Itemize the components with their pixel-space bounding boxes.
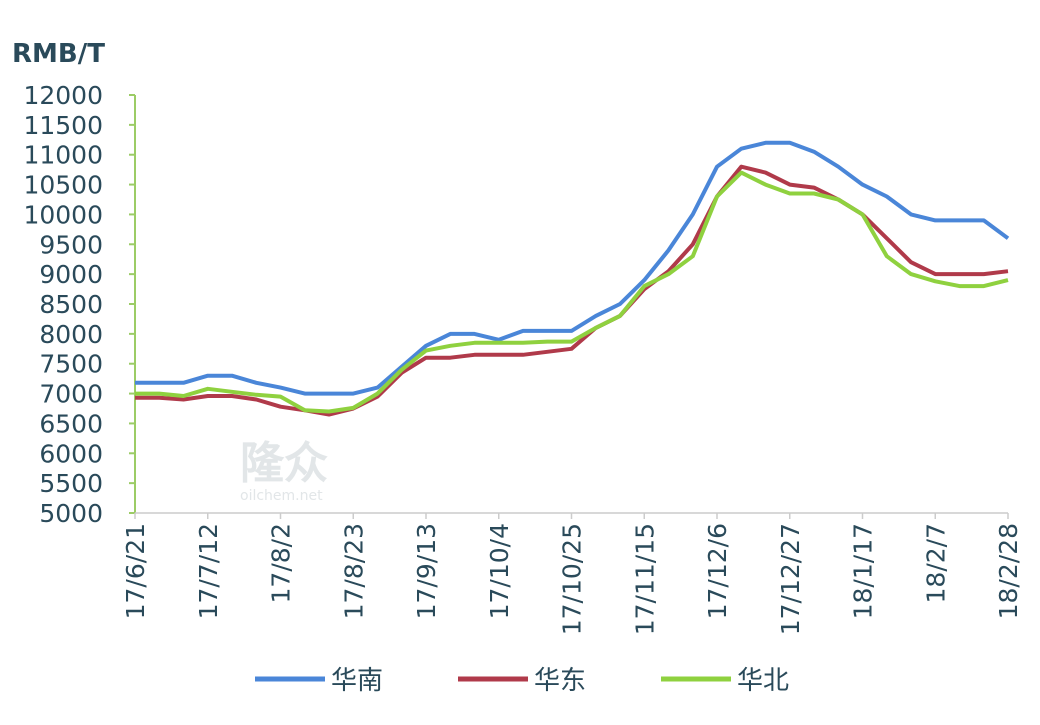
y-tick-label: 11000 — [23, 141, 103, 170]
y-tick-label: 7500 — [39, 350, 103, 379]
y-tick-label: 6500 — [39, 409, 103, 438]
y-tick-label: 10500 — [23, 171, 103, 200]
y-tick-label: 6000 — [39, 439, 103, 468]
x-tick-label: 17/10/4 — [485, 523, 514, 619]
x-tick-label: 18/1/17 — [849, 523, 878, 619]
x-tick-label: 17/10/25 — [558, 523, 587, 635]
x-tick-label: 17/9/13 — [412, 523, 441, 619]
y-tick-label: 11500 — [23, 111, 103, 140]
y-tick-label: 9500 — [39, 230, 103, 259]
x-tick-label: 17/8/23 — [339, 523, 368, 619]
y-tick-label: 5000 — [39, 499, 103, 528]
x-tick-label: 18/2/28 — [994, 523, 1023, 619]
x-tick-label: 18/2/7 — [921, 523, 950, 603]
x-tick-label: 17/12/6 — [703, 523, 732, 619]
y-tick-label: 8500 — [39, 290, 103, 319]
y-tick-label: 12000 — [23, 81, 103, 110]
x-tick-label: 17/12/27 — [776, 523, 805, 635]
legend-label: 华东 — [534, 666, 586, 696]
watermark: 隆众 — [240, 438, 328, 489]
x-tick-label: 17/7/12 — [194, 523, 223, 619]
y-tick-label: 9000 — [39, 260, 103, 289]
y-tick-label: 8000 — [39, 320, 103, 349]
watermark: oilchem.net — [240, 488, 323, 504]
x-tick-label: 17/11/15 — [630, 523, 659, 635]
legend-label: 华南 — [331, 666, 383, 696]
x-tick-label: 17/8/2 — [267, 523, 296, 603]
y-tick-label: 10000 — [23, 200, 103, 229]
y-tick-label: 5500 — [39, 469, 103, 498]
series-line — [135, 140, 1010, 396]
x-tick-label: 17/6/21 — [121, 523, 150, 619]
series-line — [135, 164, 1009, 417]
y-axis-label: RMB/T — [12, 39, 105, 69]
series-line — [135, 170, 1009, 414]
y-tick-label: 7000 — [39, 380, 103, 409]
legend-label: 华北 — [737, 666, 789, 696]
